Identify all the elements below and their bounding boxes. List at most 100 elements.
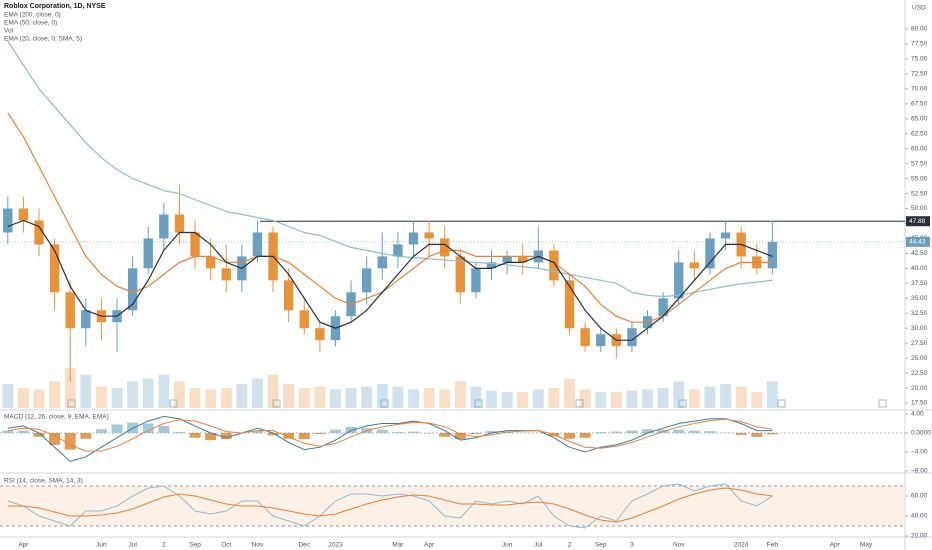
volume-bar <box>720 384 732 408</box>
volume-bar <box>236 384 248 408</box>
macd-histogram-bar <box>486 431 497 433</box>
y-tick-label: 37.50 <box>911 280 928 287</box>
candle-body <box>143 238 153 269</box>
y-tick-label: 25.00 <box>911 355 928 362</box>
y-tick-label: 42.50 <box>911 250 928 257</box>
macd-histogram-bar <box>408 431 419 433</box>
macd-histogram-bar <box>95 429 107 433</box>
x-tick-label: Jun <box>502 542 513 549</box>
y-tick-label: 60.00 <box>911 145 928 152</box>
y-tick-label: 22.50 <box>911 370 928 377</box>
legend-entry: Vol <box>4 28 14 35</box>
volume-bar <box>579 389 591 408</box>
volume-bar <box>361 386 373 408</box>
macd-histogram-bar <box>158 425 170 433</box>
macd-histogram-bar <box>173 432 185 433</box>
macd-title: MACD (12, 26, close, 9, EMA, EMA) <box>4 414 109 421</box>
macd-histogram-bar <box>49 432 61 445</box>
candle-body <box>767 241 778 269</box>
candle-body <box>377 256 387 269</box>
candle-body <box>705 238 715 269</box>
candle-body <box>689 262 700 269</box>
y-tick-label: −4.00 <box>911 449 928 456</box>
rsi-band <box>0 486 905 526</box>
volume-bar <box>345 388 357 408</box>
candle-body <box>252 232 263 257</box>
macd-histogram-bar <box>33 432 45 437</box>
volume-bar <box>283 384 295 408</box>
volume-bar <box>298 388 310 408</box>
candle-body <box>81 310 91 329</box>
volume-bar <box>127 381 139 408</box>
rsi-line <box>7 483 773 529</box>
volume-bar <box>142 378 154 408</box>
x-tick-label: Nov <box>673 542 685 549</box>
candle-body <box>283 280 294 311</box>
legend-entry: EMA (50, close, 0) <box>4 20 57 27</box>
ema-line <box>7 219 773 341</box>
macd-histogram-bar <box>454 432 466 440</box>
y-tick-label: −8.00 <box>911 468 928 475</box>
x-tick-label: Jul <box>534 542 543 549</box>
macd-histogram-bar <box>220 432 232 440</box>
x-tick-label: 2023 <box>328 542 343 549</box>
earnings-marker <box>272 399 281 408</box>
x-tick-label: Apr <box>830 542 841 549</box>
volume-bar <box>173 381 185 408</box>
candle-body <box>127 268 138 311</box>
y-tick-label: 20.00 <box>911 385 928 392</box>
legend-entry: EMA (20, close, 0, SMA, 5) <box>4 36 82 43</box>
candle-body <box>674 262 684 299</box>
candle-body <box>596 334 606 347</box>
x-tick-label: Feb <box>767 542 779 549</box>
candle-body <box>424 232 434 239</box>
macd-histogram-bar <box>751 432 763 437</box>
volume-bar <box>17 388 29 408</box>
macd-histogram-bar <box>564 432 575 439</box>
candle-body <box>362 268 372 293</box>
macd-histogram-bar <box>345 426 357 433</box>
x-tick-label: Jul <box>128 542 137 549</box>
y-tick-label: 70.00 <box>911 86 928 93</box>
earnings-markers <box>67 399 887 408</box>
candle-body <box>486 262 497 269</box>
volume-bar <box>158 374 170 408</box>
macd-histogram-bar <box>595 432 607 433</box>
candle-body <box>18 208 29 221</box>
macd-histogram-bar <box>205 432 217 441</box>
macd-histogram-bar <box>298 432 310 440</box>
macd-histogram-bar <box>376 429 388 433</box>
volume-bar <box>95 386 107 408</box>
macd-histogram-bar <box>283 432 295 439</box>
earnings-marker <box>380 399 389 408</box>
volume-bar <box>673 381 685 408</box>
candle-body <box>190 232 200 257</box>
volume-bar <box>111 388 123 408</box>
volume-bar <box>766 381 778 408</box>
candle-body <box>205 256 216 269</box>
volume-bar <box>517 392 529 408</box>
price-tag-label: 47.88 <box>909 218 926 225</box>
macd-histogram-bar <box>111 424 123 433</box>
y-tick-label: 72.50 <box>911 71 928 78</box>
y-tick-label: 52.50 <box>911 190 928 197</box>
y-tick-label: 40.00 <box>911 265 928 272</box>
x-tick-label: Nov <box>252 542 264 549</box>
volume-bar <box>439 389 451 408</box>
volume-bar <box>688 389 700 408</box>
macd-histogram-bar <box>579 432 591 438</box>
macd-histogram-bar <box>704 431 716 433</box>
macd-histogram-bar <box>267 432 279 436</box>
earnings-marker <box>169 399 178 408</box>
candle-body <box>221 268 231 281</box>
volume-bar <box>486 390 497 408</box>
x-tick-label: May <box>860 542 873 549</box>
candle-body <box>518 256 528 263</box>
macd-histogram-bar <box>392 432 404 433</box>
candle-body <box>3 208 13 233</box>
legend-entry: EMA (200, close, 0) <box>4 12 61 19</box>
y-tick-label: 77.50 <box>911 41 928 48</box>
